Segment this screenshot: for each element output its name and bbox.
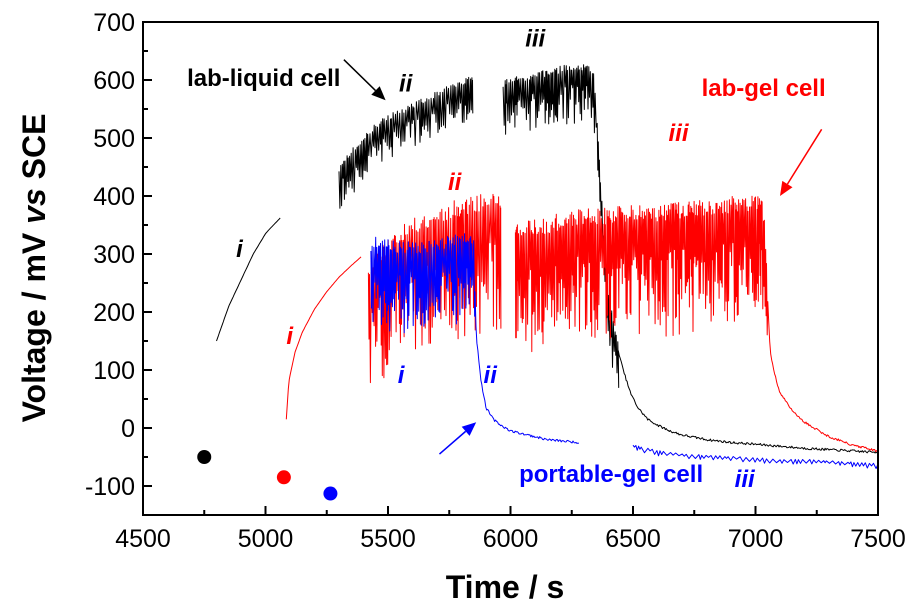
x-tick-label: 7000 — [728, 525, 784, 553]
y-tick-label: 400 — [93, 183, 135, 211]
y-axis-title: Voltage / mV vs SCE — [16, 114, 52, 423]
series-line — [514, 195, 878, 453]
cell-label: lab-gel cell — [702, 75, 826, 102]
x-tick-label: 7500 — [850, 525, 906, 553]
series-line — [338, 76, 474, 209]
y-tick-label: 0 — [121, 415, 135, 443]
x-tick-label: 5000 — [238, 525, 294, 553]
series-lab-liquid-cell — [216, 64, 879, 454]
regime-label: i — [286, 323, 294, 350]
tick-layer: 4500 5000 5500 6000 6500 7000 7500 -100 0 100 200 3… — [85, 9, 906, 553]
series-line — [502, 64, 879, 454]
x-axis-title: Time / s — [446, 569, 565, 605]
start-marker-dot — [197, 450, 212, 464]
y-tick-label: -100 — [85, 473, 135, 501]
y-axis-title-part: Voltage / mV — [16, 224, 52, 423]
series-portable-gel-cell — [370, 233, 879, 469]
y-tick-label: 600 — [93, 67, 135, 95]
x-tick-label: 4500 — [115, 525, 171, 553]
cell-label: portable-gel cell — [519, 461, 703, 488]
x-tick-label: 6500 — [605, 525, 661, 553]
y-tick-label: 300 — [93, 241, 135, 269]
regime-label: iii — [525, 25, 546, 52]
y-tick-label: 500 — [93, 125, 135, 153]
regime-label: ii — [448, 169, 463, 196]
start-marker-dot — [276, 470, 291, 485]
regime-label: iii — [735, 466, 756, 493]
y-axis-title-vs: vs — [16, 188, 52, 224]
arrow-layer — [343, 59, 823, 455]
annotation-arrowhead — [371, 86, 386, 101]
annotation-arrowhead — [780, 180, 793, 196]
regime-label: i — [236, 236, 244, 263]
marker-layer — [197, 450, 338, 501]
y-tick-label: 100 — [93, 357, 135, 385]
regime-label: i — [398, 362, 406, 389]
start-marker-dot — [323, 486, 338, 501]
series-lab-gel-cell — [285, 193, 878, 453]
regime-label: ii — [484, 362, 499, 389]
regime-label: ii — [399, 71, 414, 98]
cell-label: lab-liquid cell — [187, 65, 340, 92]
series-layer — [216, 64, 879, 469]
y-tick-label: 700 — [93, 9, 135, 37]
series-line — [285, 256, 362, 420]
annotation-arrow — [786, 128, 823, 185]
y-axis-title-part: SCE — [16, 114, 52, 189]
x-tick-label: 5500 — [360, 525, 416, 553]
series-line — [370, 233, 579, 444]
y-tick-label: 200 — [93, 299, 135, 327]
annotation-arrowhead — [461, 422, 477, 436]
annotation-layer: lab-liquid cell lab-gel cell portable-gel … — [187, 25, 826, 493]
annotation-arrow — [343, 59, 377, 92]
annotation-arrow — [438, 430, 467, 455]
series-line — [632, 444, 879, 469]
x-tick-label: 6000 — [483, 525, 539, 553]
regime-label: iii — [669, 120, 690, 147]
series-line — [216, 217, 281, 342]
